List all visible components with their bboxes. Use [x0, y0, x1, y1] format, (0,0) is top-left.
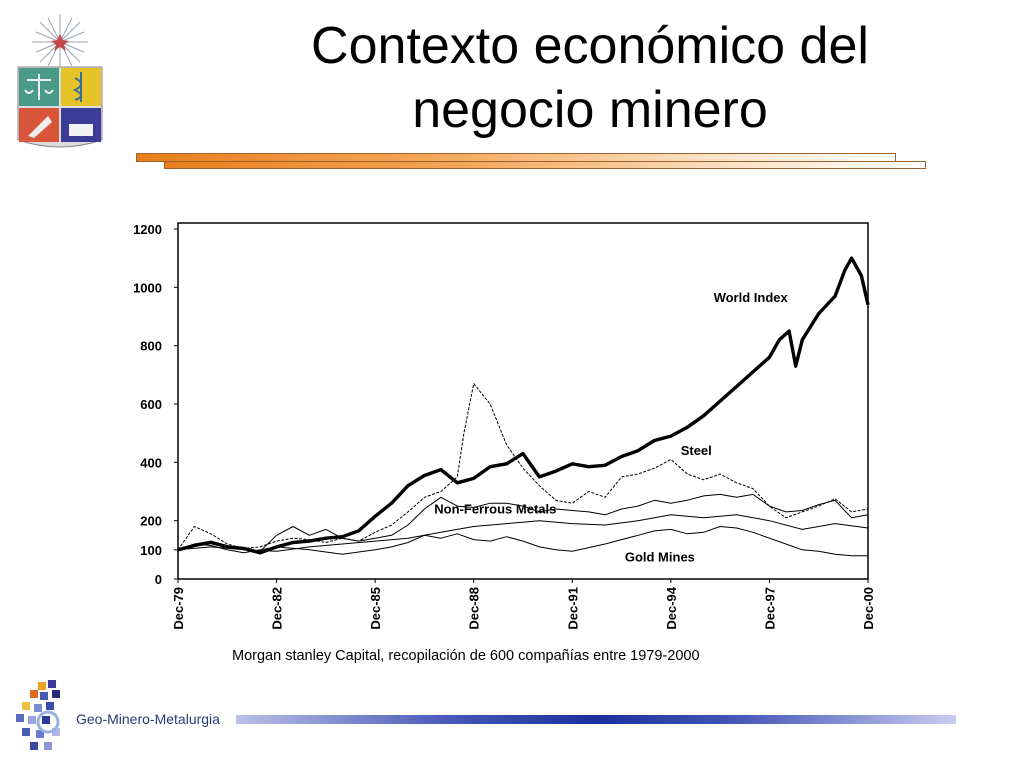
footer-accent-bar: [236, 715, 956, 724]
x-tick-label: Dec-85: [368, 587, 383, 630]
x-tick-label: Dec-94: [664, 586, 679, 629]
university-crest-logo: [17, 14, 103, 148]
y-tick-label: 100: [140, 543, 162, 558]
x-tick-label: Dec-00: [861, 587, 876, 630]
series-annotations: World Index Steel Non-Ferrous Metals Gold M…: [434, 290, 788, 565]
y-tick-label: 800: [140, 339, 162, 354]
series-annotation-label: Steel: [681, 443, 712, 458]
y-tick-label: 200: [140, 514, 162, 529]
geo-minero-metalurgia-logo: [16, 680, 60, 750]
star-icon: [51, 34, 69, 51]
x-tick-label: Dec-97: [762, 587, 777, 630]
y-axis-ticks: 0 100 200 400 600 800 1000 1200: [133, 222, 178, 587]
pixel-mosaic-icon: [16, 680, 60, 750]
x-tick-label: Dec-82: [270, 587, 285, 630]
x-tick-label: Dec-91: [565, 587, 580, 630]
series-annotation-label: Non-Ferrous Metals: [434, 501, 556, 516]
y-tick-label: 1200: [133, 222, 162, 237]
series-lines: [177, 256, 870, 557]
title-accent-bar-secondary: [164, 161, 926, 169]
series-annotation-label: Gold Mines: [625, 550, 695, 565]
x-tick-label: Dec-88: [467, 587, 482, 630]
y-tick-label: 0: [155, 572, 162, 587]
series-line-3: [177, 514, 869, 552]
y-tick-label: 400: [140, 455, 162, 470]
series-annotation-label: World Index: [714, 290, 789, 305]
footer-brand-text: Geo-Minero-Metalurgia: [76, 711, 220, 727]
plot-frame: [177, 222, 869, 580]
series-line-0: [177, 256, 870, 555]
x-tick-label: Dec-79: [171, 587, 186, 630]
y-tick-label: 1000: [133, 280, 162, 295]
chart-source-caption: Morgan stanley Capital, recopilación de …: [232, 648, 700, 664]
slide-title: Contexto económico del negocio minero: [311, 17, 869, 139]
shield-icon: [17, 66, 103, 148]
series-line-4: [177, 526, 868, 557]
series-line-1: [177, 383, 869, 551]
series-line-2: [177, 493, 869, 552]
x-axis-ticks: Dec-79 Dec-82 Dec-85 Dec-88 Dec-91 Dec-94 Dec-…: [171, 579, 876, 630]
y-tick-label: 600: [140, 397, 162, 412]
